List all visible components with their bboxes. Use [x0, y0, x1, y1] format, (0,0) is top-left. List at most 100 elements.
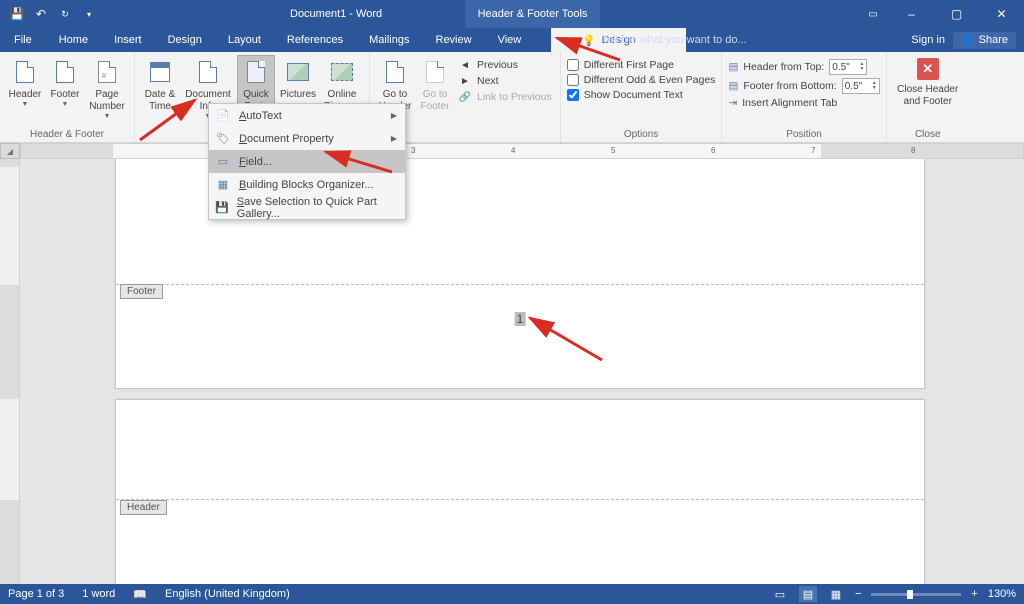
date-time-button[interactable]: Date & Time	[141, 55, 179, 121]
close-header-footer-button[interactable]: ✕ Close Header and Footer	[893, 55, 963, 108]
menu-save-selection[interactable]: 💾 Save Selection to Quick Part Gallery..…	[209, 196, 405, 219]
tab-references[interactable]: References	[274, 28, 356, 52]
different-odd-even-checkbox[interactable]: Different Odd & Even Pages	[567, 74, 716, 86]
dropdown-arrow-icon: ▼	[62, 101, 69, 109]
close-label: Close Header and Footer	[893, 84, 963, 108]
header-top-value: 0.5"	[832, 62, 849, 73]
menu-document-property[interactable]: 🏷 Document Property ▶	[209, 127, 405, 150]
status-page[interactable]: Page 1 of 3	[8, 588, 64, 600]
share-button[interactable]: 👤 Share	[953, 32, 1016, 49]
tab-home[interactable]: Home	[46, 28, 101, 52]
ruler-number: 8	[911, 146, 915, 155]
footer-page-number[interactable]: 1	[515, 312, 526, 326]
date-time-label: Date & Time	[141, 89, 179, 113]
tab-layout[interactable]: Layout	[215, 28, 274, 52]
menu-building-blocks-organizer[interactable]: ▦ Building Blocks Organizer...	[209, 173, 405, 196]
goto-header-icon	[381, 58, 409, 86]
menu-label: ocument Property	[247, 133, 334, 145]
group-label: Header & Footer	[6, 129, 128, 142]
check-label: Different Odd & Even Pages	[584, 74, 716, 86]
show-document-text-checkbox[interactable]: Show Document Text	[567, 89, 716, 101]
dropdown-arrow-icon: ▼	[104, 113, 111, 121]
menu-autotext[interactable]: 📄 AutoText ▶	[209, 104, 405, 127]
autotext-icon: 📄	[215, 108, 231, 124]
group-close: ✕ Close Header and Footer Close	[887, 52, 969, 142]
zoom-slider[interactable]	[871, 593, 961, 596]
status-word-count[interactable]: 1 word	[82, 588, 115, 600]
ruler-shade-left	[21, 144, 113, 158]
view-read-mode[interactable]: ▭	[771, 586, 789, 602]
ribbon-options-button[interactable]: ▭	[857, 0, 889, 28]
menu-label: uilding Blocks Organizer...	[246, 179, 373, 191]
zoom-level[interactable]: 130%	[988, 588, 1016, 600]
next-section-button[interactable]: ►Next	[456, 74, 554, 88]
footer-from-bottom-row: ▤ Footer from Bottom: 0.5"▲▼	[728, 78, 879, 94]
undo-button[interactable]: ↶	[30, 3, 52, 25]
link-previous-button[interactable]: 🔗Link to Previous	[456, 90, 554, 104]
vertical-ruler[interactable]	[0, 159, 20, 584]
checkbox-icon[interactable]	[567, 59, 579, 71]
doc-property-icon: 🏷	[215, 131, 231, 147]
pictures-icon	[284, 58, 312, 86]
menu-label: ield...	[246, 156, 272, 168]
tab-design-main[interactable]: Design	[155, 28, 215, 52]
page-number-button[interactable]: # Page Number ▼	[86, 55, 128, 121]
maximize-button[interactable]: ▢	[934, 0, 979, 28]
goto-footer-icon	[421, 58, 449, 86]
document-workspace[interactable]: Footer 1 Header	[0, 159, 1024, 584]
header-separator	[116, 499, 924, 500]
header-top-spinner[interactable]: 0.5"▲▼	[829, 59, 867, 75]
group-options: Different First Page Different Odd & Eve…	[561, 52, 723, 142]
ruler-shade	[0, 159, 19, 167]
header-button[interactable]: Header ▼	[6, 55, 44, 121]
previous-label: Previous	[477, 59, 518, 71]
tab-view[interactable]: View	[485, 28, 535, 52]
quick-parts-icon	[242, 58, 270, 86]
status-language[interactable]: English (United Kingdom)	[165, 588, 290, 600]
horizontal-ruler[interactable]: 1 2 3 4 5 6 7 8	[20, 143, 1024, 159]
status-spellcheck[interactable]: 📖	[133, 588, 147, 601]
redo-button[interactable]: ↻	[54, 3, 76, 25]
menu-field[interactable]: ▭ Field...	[209, 150, 405, 173]
goto-footer-button[interactable]: Go to Footer	[416, 55, 454, 113]
footer-bottom-spinner[interactable]: 0.5"▲▼	[842, 78, 880, 94]
close-window-button[interactable]: ✕	[979, 0, 1024, 28]
footer-button[interactable]: Footer ▼	[46, 55, 84, 121]
tab-mailings[interactable]: Mailings	[356, 28, 422, 52]
submenu-arrow-icon: ▶	[391, 111, 397, 120]
group-label: Options	[567, 129, 716, 142]
document-page-2[interactable]: Header	[115, 399, 925, 584]
checkbox-icon[interactable]	[567, 74, 579, 86]
footer-separator	[116, 284, 924, 285]
minimize-button[interactable]: –	[889, 0, 934, 28]
sign-in-link[interactable]: Sign in	[911, 34, 945, 46]
tab-review[interactable]: Review	[423, 28, 485, 52]
view-web-layout[interactable]: ▦	[827, 586, 845, 602]
qat-customize-button[interactable]: ▾	[78, 3, 100, 25]
calendar-icon	[146, 58, 174, 86]
checkbox-icon[interactable]	[567, 89, 579, 101]
save-button[interactable]: 💾	[6, 3, 28, 25]
ruler-shade	[0, 500, 19, 584]
submenu-arrow-icon: ▶	[391, 134, 397, 143]
ribbon: Header ▼ Footer ▼ # Page Number ▼ Header…	[0, 52, 1024, 143]
menu-label: ave Selection to Quick Part Gallery...	[237, 196, 377, 220]
view-print-layout[interactable]: ▤	[799, 586, 817, 602]
ruler-shade	[0, 285, 19, 399]
align-tab-icon: ⇥	[728, 97, 737, 109]
footer-label: Footer	[51, 89, 80, 101]
zoom-thumb[interactable]	[907, 590, 913, 599]
quick-parts-dropdown: 📄 AutoText ▶ 🏷 Document Property ▶ ▭ Fie…	[208, 103, 406, 220]
insert-alignment-tab-button[interactable]: ⇥ Insert Alignment Tab	[728, 97, 879, 109]
zoom-in-button[interactable]: +	[971, 588, 977, 600]
tab-insert[interactable]: Insert	[101, 28, 155, 52]
previous-section-button[interactable]: ◄Previous	[456, 58, 554, 72]
tab-file[interactable]: File	[0, 28, 46, 52]
different-first-page-checkbox[interactable]: Different First Page	[567, 59, 716, 71]
header-label: Header	[9, 89, 42, 101]
footer-bottom-icon: ▤	[728, 80, 738, 92]
zoom-out-button[interactable]: −	[855, 588, 861, 600]
tell-me-search[interactable]: 💡 Tell me what you want to do...	[582, 28, 747, 52]
quick-access-toolbar: 💾 ↶ ↻ ▾	[0, 3, 100, 25]
close-icon: ✕	[917, 58, 939, 80]
